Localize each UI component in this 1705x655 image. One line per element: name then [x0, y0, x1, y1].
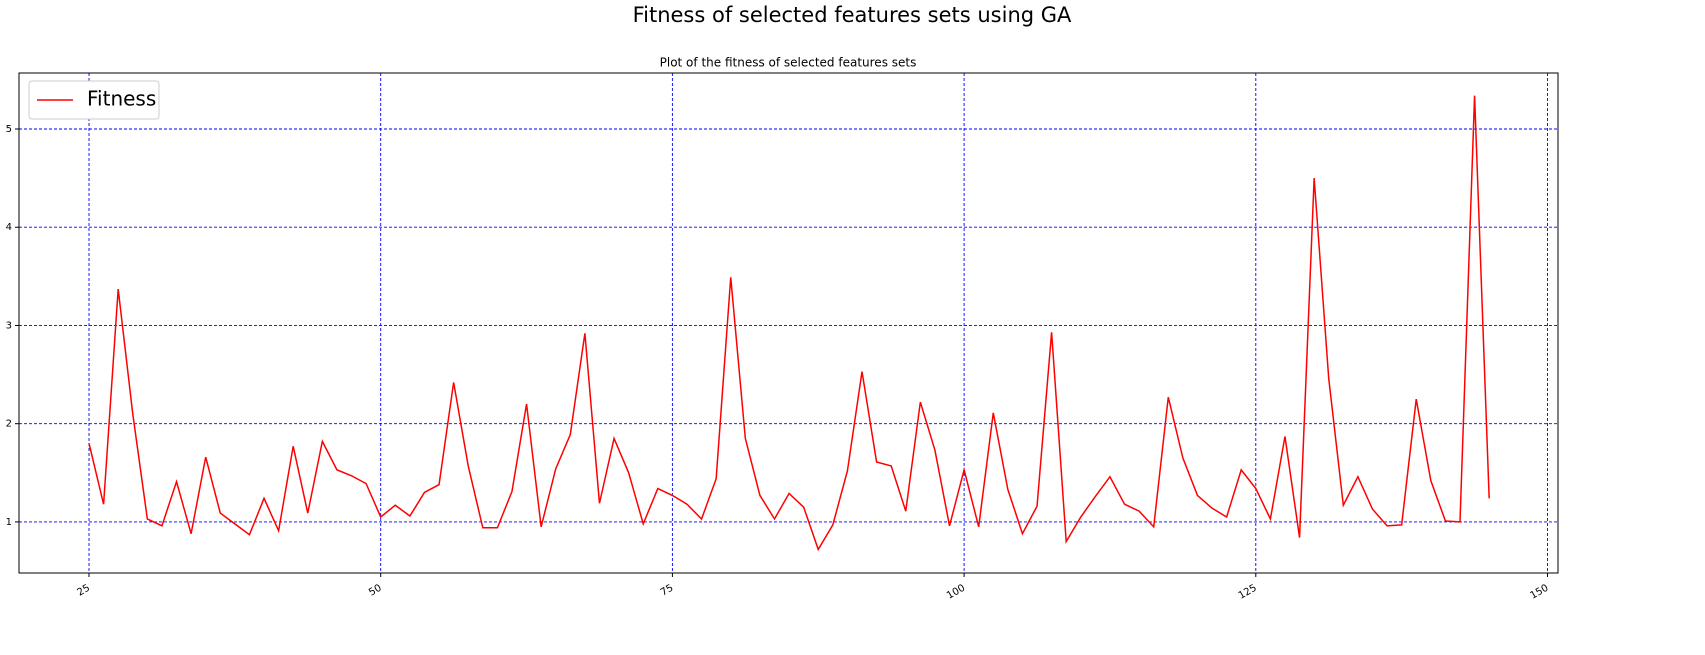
- plot-frame: [18, 72, 1559, 574]
- legend-label: Fitness: [87, 87, 156, 111]
- x-tick-label: 150: [1528, 583, 1550, 602]
- chart-title: Fitness of selected features sets using …: [633, 3, 1072, 27]
- x-tick-label: 100: [945, 583, 967, 602]
- x-tick-label: 50: [367, 583, 384, 599]
- y-tick-label: 4: [6, 222, 12, 233]
- x-tick-label: 125: [1237, 583, 1259, 602]
- y-tick-label: 5: [6, 124, 12, 135]
- data-line: [88, 95, 1490, 552]
- y-tick-label: 2: [6, 419, 12, 430]
- x-tick-label: 75: [659, 583, 676, 599]
- legend-box: [28, 80, 160, 120]
- chart-subtitle: Plot of the fitness of selected features…: [660, 56, 917, 70]
- y-tick-label: 3: [6, 320, 12, 331]
- y-tick-label: 1: [6, 517, 12, 528]
- x-tick-label: 25: [75, 583, 92, 599]
